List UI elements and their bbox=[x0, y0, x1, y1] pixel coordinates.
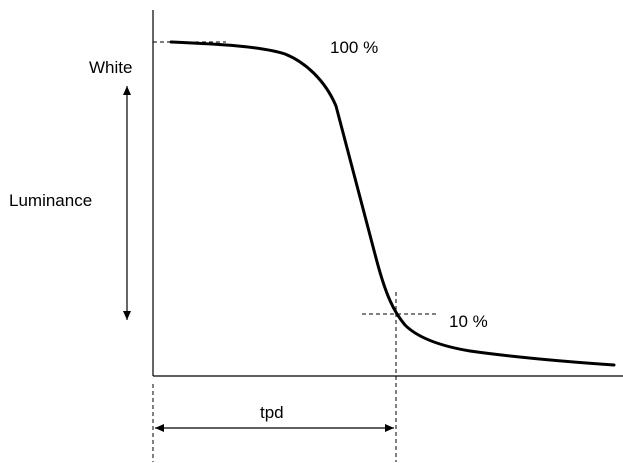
luminance-label: Luminance bbox=[9, 191, 92, 210]
tpd-label: tpd bbox=[260, 403, 284, 422]
white-label: White bbox=[89, 58, 132, 77]
pct10-label: 10 % bbox=[449, 312, 488, 331]
luminance-curve bbox=[169, 40, 616, 367]
pct100-label: 100 % bbox=[330, 38, 378, 57]
